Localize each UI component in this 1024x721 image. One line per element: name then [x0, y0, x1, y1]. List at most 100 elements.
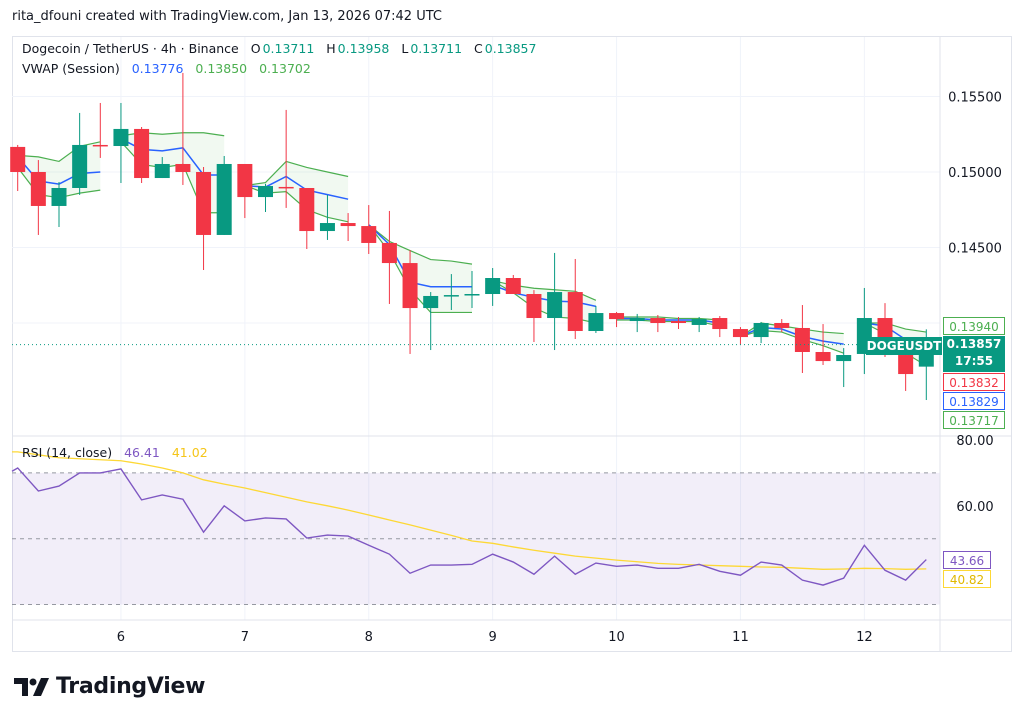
x-tick-label: 6	[117, 630, 125, 645]
candle-body	[30, 171, 46, 206]
candle-body	[485, 278, 501, 295]
candle	[278, 109, 294, 208]
candle	[299, 187, 315, 250]
candle	[30, 160, 46, 235]
price-tick-label: 0.14500	[948, 241, 1002, 256]
candle-body	[72, 144, 88, 188]
candle	[423, 292, 439, 351]
vwap-upper-band	[864, 322, 927, 333]
candle	[588, 305, 604, 333]
vwap-value: 0.13776	[131, 61, 184, 76]
open-value: 0.13711	[262, 41, 315, 56]
candle-body	[278, 186, 294, 189]
candle	[898, 355, 914, 391]
last-price-label: 0.13857 17:55	[943, 336, 1005, 372]
chart-credit: rita_dfouni created with TradingView.com…	[12, 9, 442, 24]
vwap-upper-band	[616, 316, 720, 321]
tradingview-logo-icon	[14, 677, 49, 696]
x-tick-label: 10	[608, 630, 625, 645]
candle	[691, 316, 707, 333]
candle	[319, 194, 335, 240]
candle	[815, 324, 831, 365]
candle	[134, 126, 150, 184]
candle-body	[567, 292, 583, 332]
rsi-line	[11, 467, 927, 586]
rsi-ma-price-label: 40.82	[943, 570, 991, 588]
high-value: 0.13958	[337, 41, 390, 56]
candle	[237, 163, 253, 219]
candle-body	[898, 355, 914, 375]
candle-body	[92, 144, 108, 147]
open-label: O	[250, 41, 261, 56]
candle-body	[464, 294, 480, 296]
candle	[650, 314, 666, 333]
last-price: 0.13857	[946, 337, 1002, 351]
candle	[774, 319, 790, 333]
rsi-name: RSI (14, close)	[22, 445, 113, 460]
rsi-value: 46.41	[124, 445, 160, 460]
candle	[753, 321, 769, 344]
vwap-upper-value: 0.13850	[195, 61, 248, 76]
x-tick-label: 11	[732, 630, 749, 645]
vwap-upper-band	[368, 224, 473, 265]
vwap-legend[interactable]: VWAP (Session) 0.13776 0.13850 0.13702	[22, 61, 313, 76]
rsi-ma-value: 41.02	[171, 445, 208, 460]
candle	[113, 102, 129, 184]
candle-body	[609, 313, 625, 320]
rsi-tick-label: 60.00	[956, 500, 993, 515]
candle	[154, 157, 170, 179]
candle-body	[51, 187, 67, 206]
rsi-legend[interactable]: RSI (14, close) 46.41 41.02	[22, 445, 210, 460]
candle	[712, 316, 728, 338]
candle-body	[237, 163, 253, 198]
candles	[10, 72, 934, 401]
tradingview-logo[interactable]: TradingView	[14, 674, 205, 699]
candle-body	[361, 226, 377, 243]
candle-body	[505, 278, 521, 295]
lower-band-price-label: 0.13717	[943, 411, 1005, 429]
rsi-ma-line	[12, 451, 927, 570]
candle-body	[774, 323, 790, 328]
symbol-title: Dogecoin / TetherUS · 4h · Binance	[22, 41, 239, 56]
rsi-lines	[11, 451, 927, 586]
rsi-pane	[12, 472, 940, 605]
candle	[92, 102, 108, 158]
x-tick-label: 12	[856, 630, 873, 645]
vwap-indicator	[17, 132, 927, 367]
red-price-label: 0.13832	[943, 373, 1005, 391]
candle	[361, 205, 377, 254]
candle-body	[299, 187, 315, 232]
candle-body	[134, 128, 150, 179]
rsi-price-label: 43.66	[943, 551, 991, 569]
candle	[547, 252, 563, 351]
candle-body	[732, 329, 748, 338]
candle-body	[154, 163, 170, 179]
candle	[732, 327, 748, 346]
candle-body	[836, 355, 852, 362]
candle	[629, 313, 645, 333]
candle-body	[196, 171, 212, 235]
candle	[836, 348, 852, 388]
candle-body	[113, 128, 129, 147]
x-tick-label: 9	[489, 630, 497, 645]
candle-body	[588, 313, 604, 332]
candle	[402, 250, 418, 354]
candle	[794, 305, 810, 373]
candle	[51, 181, 67, 227]
symbol-legend: Dogecoin / TetherUS · 4h · Binance O 0.13…	[22, 41, 538, 56]
upper-band-price-label: 0.13940	[943, 317, 1005, 335]
low-label: L	[401, 41, 409, 56]
candle-body	[402, 263, 418, 309]
candle-body	[10, 146, 26, 172]
candle-body	[547, 292, 563, 319]
bar-countdown: 17:55	[954, 354, 994, 368]
brand-name: TradingView	[56, 674, 206, 699]
candle-body	[443, 295, 459, 297]
x-tick-label: 7	[241, 630, 249, 645]
vwap-line	[368, 224, 472, 288]
candle	[526, 290, 542, 343]
candle-body	[423, 295, 439, 309]
candle-body	[794, 327, 810, 352]
candle-body	[650, 318, 666, 324]
